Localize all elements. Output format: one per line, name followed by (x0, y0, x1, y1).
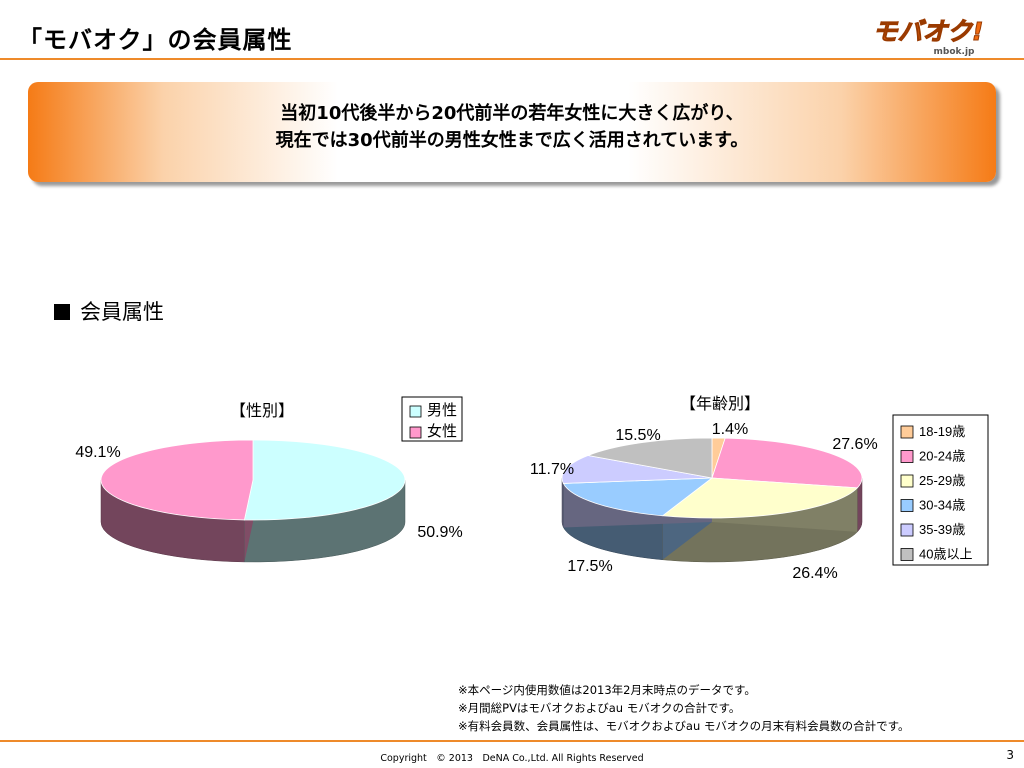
legend-swatch (900, 474, 914, 488)
logo-text: モバオク! (873, 17, 984, 46)
pie-slice (100, 439, 254, 521)
data-label: 15.5% (615, 427, 660, 444)
data-label: 49.1% (75, 444, 120, 461)
pie-slice (243, 439, 406, 521)
data-label: 26.4% (792, 565, 837, 582)
footnote: ※月間総PVはモバオクおよびau モバオクの合計です。 (458, 701, 741, 715)
mobaoku-logo: モバオク! mbok.jp (872, 17, 984, 58)
pie-slice (562, 477, 714, 517)
footer-divider (0, 740, 1024, 742)
legend-swatch (900, 450, 914, 463)
pie-slice (661, 477, 859, 519)
data-label: 11.7% (530, 461, 574, 478)
copyright: Copyright © 2013 DeNA Co.,Ltd. All Right… (380, 753, 644, 764)
legend-label: 女性 (427, 422, 457, 440)
callout-line-1: 当初10代後半から20代前半の若年女性に大きく広がり、 (280, 103, 744, 124)
data-label: 50.9% (417, 524, 462, 541)
title-divider (0, 58, 1024, 60)
legend-box (892, 414, 989, 566)
callout-text: 当初10代後半から20代前半の若年女性に大きく広がり、 現在では30代前半の男性… (28, 100, 996, 154)
legend-swatch (900, 499, 914, 512)
logo-domain: mbok.jp (934, 47, 975, 57)
page-number: 3 (1006, 748, 1014, 762)
chart-legend: 18-19歳 20-24歳 25-29歳 30-34歳 35-39歳 40歳以上 (892, 414, 989, 566)
pie-slice (561, 455, 713, 484)
pie-slice (711, 437, 863, 489)
legend-label: 20-24歳 (919, 449, 965, 464)
footnotes: ※本ページ内使用数値は2013年2月末時点のデータです。 ※月間総PVはモバオク… (458, 681, 910, 735)
legend-swatch (409, 426, 422, 439)
section-label: 会員属性 (80, 300, 164, 324)
summary-callout: 当初10代後半から20代前半の若年女性に大きく広がり、 現在では30代前半の男性… (28, 82, 996, 182)
pie-chart: 1.4% 27.6% 26.4% 17.5% 11.7% 15.5% 【年齢別】 18-19歳… (530, 395, 989, 582)
callout-line-2: 現在では30代前半の男性女性まで広く活用されています。 (275, 130, 749, 151)
pie-chart: 50.9% 49.1% 【性別】 男性女性 (75, 396, 463, 563)
chart-title: 【性別】 (230, 402, 294, 420)
legend-label: 25-29歳 (919, 473, 965, 488)
chart-title: 【年齢別】 (680, 395, 760, 413)
section-heading: 会員属性 (54, 296, 164, 326)
legend-label: 30-34歳 (919, 498, 965, 513)
data-label: 17.5% (567, 558, 612, 575)
page-title: 「モバオク」の会員属性 (18, 26, 293, 54)
legend-swatch (900, 523, 914, 537)
data-label: 1.4% (712, 421, 748, 438)
pie-slice (586, 437, 713, 479)
legend-label: 35-39歳 (919, 522, 965, 537)
data-label: 27.6% (832, 436, 877, 453)
chart-legend: 男性女性 (401, 396, 463, 442)
legend-swatch (409, 405, 422, 418)
legend-label: 男性 (427, 402, 457, 419)
legend-swatch (900, 425, 914, 439)
footnote: ※有料会員数、会員属性は、モバオクおよびau モバオクの月末有料会員数の合計です… (458, 719, 910, 733)
legend-label: 18-19歳 (919, 424, 965, 439)
legend-label: 40歳以上 (919, 547, 972, 562)
footnote: ※本ページ内使用数値は2013年2月末時点のデータです。 (458, 683, 756, 697)
legend-swatch (900, 548, 914, 561)
bullet-square-icon (54, 304, 70, 320)
